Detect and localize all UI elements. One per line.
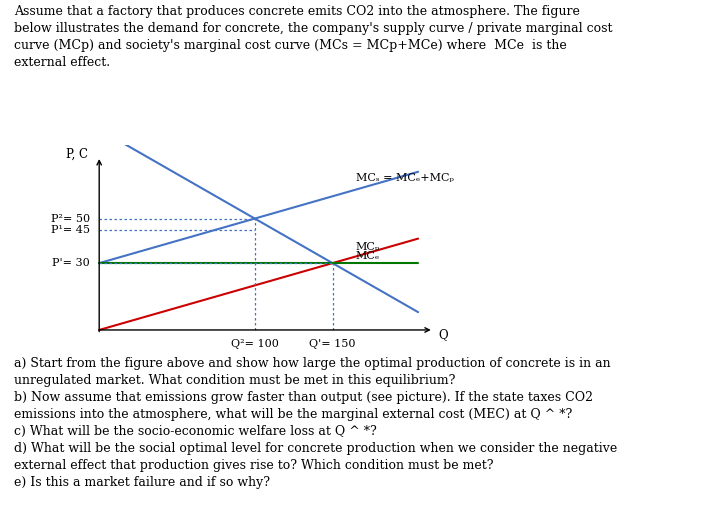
Text: MCₑ: MCₑ [356, 251, 380, 261]
Text: Q²= 100: Q²= 100 [231, 339, 278, 349]
Text: P²= 50: P²= 50 [51, 213, 90, 224]
Text: a) Start from the figure above and show how large the optimal production of conc: a) Start from the figure above and show … [14, 357, 617, 490]
Text: P'= 30: P'= 30 [52, 258, 90, 268]
Text: MCₛ = MCₑ+MCₚ: MCₛ = MCₑ+MCₚ [356, 173, 454, 183]
Text: MCₚ: MCₚ [356, 242, 380, 252]
Text: P¹= 45: P¹= 45 [51, 225, 90, 235]
Text: Assume that a factory that produces concrete emits CO2 into the atmosphere. The : Assume that a factory that produces conc… [14, 5, 613, 69]
Text: Q: Q [439, 328, 448, 341]
Text: P, C: P, C [66, 148, 88, 161]
Text: Q'= 150: Q'= 150 [309, 339, 356, 349]
